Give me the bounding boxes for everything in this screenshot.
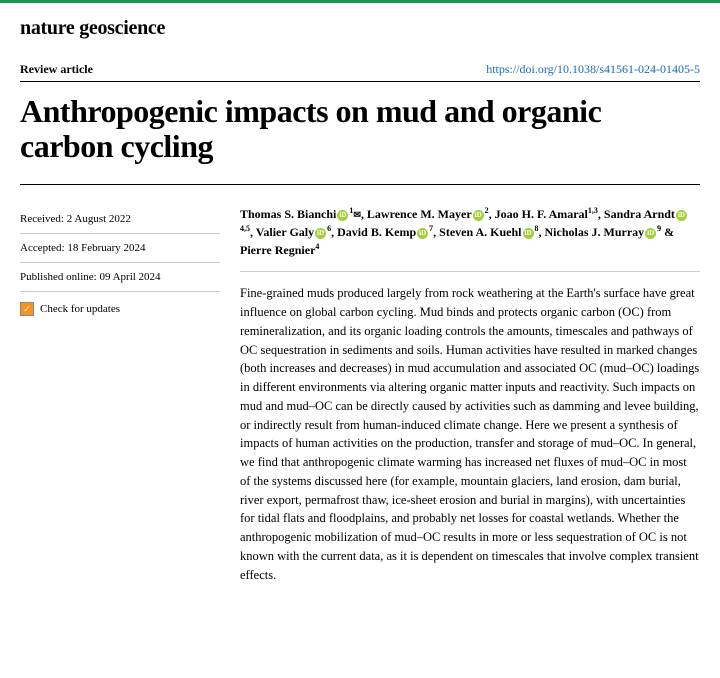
accepted-date: Accepted: 18 February 2024 — [20, 234, 220, 263]
author-name[interactable]: Pierre Regnier — [240, 243, 315, 257]
affiliation-ref: 6 — [327, 224, 331, 233]
author-name[interactable]: Steven A. Kuehl — [439, 225, 521, 239]
article-type: Review article — [20, 62, 93, 77]
published-date: Published online: 09 April 2024 — [20, 263, 220, 292]
orcid-icon[interactable]: iD — [417, 228, 428, 239]
journal-name: nature geoscience — [0, 3, 720, 62]
affiliation-ref: 1,3 — [588, 206, 598, 215]
orcid-icon[interactable]: iD — [337, 210, 348, 221]
author-name[interactable]: Sandra Arndt — [604, 207, 675, 221]
affiliation-ref: 4,5 — [240, 224, 250, 233]
author-name[interactable]: David B. Kemp — [337, 225, 416, 239]
crossmark-icon: ✓ — [20, 302, 34, 316]
author-list: Thomas S. BianchiiD1✉, Lawrence M. Mayer… — [240, 205, 700, 272]
article-header-row: Review article https://doi.org/10.1038/s… — [20, 62, 700, 82]
author-name[interactable]: Valier Galy — [256, 225, 314, 239]
affiliation-ref: 8 — [535, 224, 539, 233]
author-name[interactable]: Lawrence M. Mayer — [367, 207, 472, 221]
orcid-icon[interactable]: iD — [523, 228, 534, 239]
check-updates-label: Check for updates — [40, 303, 120, 315]
corresponding-icon: ✉ — [353, 210, 361, 220]
affiliation-ref: 2 — [485, 206, 489, 215]
affiliation-ref: 7 — [429, 224, 433, 233]
orcid-icon[interactable]: iD — [315, 228, 326, 239]
affiliation-ref: 4 — [315, 242, 319, 251]
author-name[interactable]: Nicholas J. Murray — [545, 225, 645, 239]
body-columns: Received: 2 August 2022 Accepted: 18 Feb… — [0, 185, 720, 604]
main-content: Thomas S. BianchiiD1✉, Lawrence M. Mayer… — [240, 205, 700, 584]
check-updates-button[interactable]: ✓ Check for updates — [20, 292, 220, 326]
affiliation-ref: 9 — [657, 224, 661, 233]
article-title: Anthropogenic impacts on mud and organic… — [20, 88, 700, 185]
author-name[interactable]: Thomas S. Bianchi — [240, 207, 336, 221]
abstract-text: Fine-grained muds produced largely from … — [240, 284, 700, 584]
received-date: Received: 2 August 2022 — [20, 205, 220, 234]
orcid-icon[interactable]: iD — [645, 228, 656, 239]
doi-link[interactable]: https://doi.org/10.1038/s41561-024-01405… — [486, 62, 700, 77]
author-name[interactable]: Joao H. F. Amaral — [495, 207, 588, 221]
meta-sidebar: Received: 2 August 2022 Accepted: 18 Feb… — [20, 205, 220, 584]
orcid-icon[interactable]: iD — [676, 210, 687, 221]
orcid-icon[interactable]: iD — [473, 210, 484, 221]
